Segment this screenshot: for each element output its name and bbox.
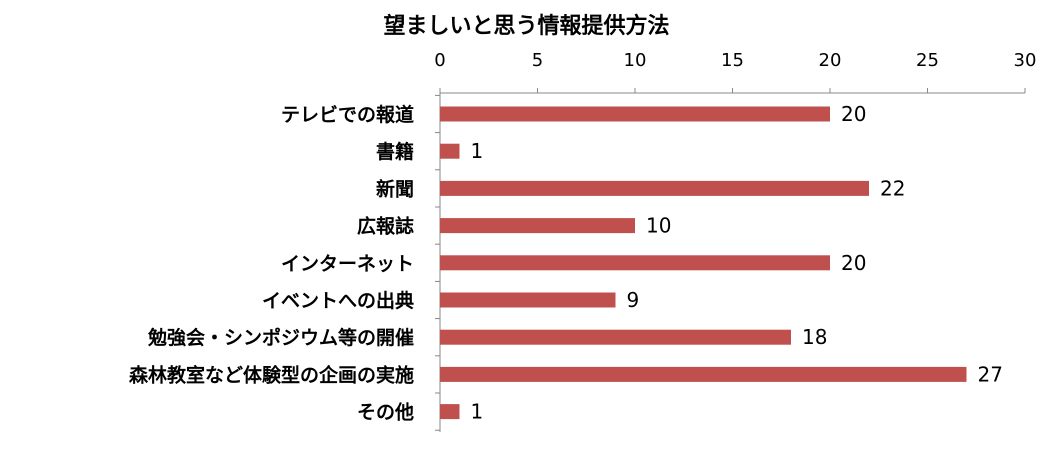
bar bbox=[440, 218, 635, 234]
category-label: 書籍 bbox=[376, 140, 414, 163]
category-label: イベントへの出典 bbox=[262, 289, 414, 312]
x-tick-label: 30 bbox=[1014, 50, 1037, 71]
bar bbox=[440, 255, 830, 271]
x-tick-label: 0 bbox=[434, 50, 445, 71]
data-label: 22 bbox=[880, 176, 905, 200]
x-tick-label: 15 bbox=[721, 50, 744, 71]
bar bbox=[440, 329, 791, 345]
category-label: テレビでの報道 bbox=[281, 103, 414, 126]
bar bbox=[440, 292, 616, 308]
data-label: 20 bbox=[841, 251, 866, 275]
category-label: 森林教室など体験型の企画の実施 bbox=[129, 363, 414, 386]
data-label: 1 bbox=[471, 139, 484, 163]
bar bbox=[440, 143, 460, 159]
category-label: 勉強会・シンポジウム等の開催 bbox=[147, 326, 414, 349]
bar bbox=[440, 404, 460, 420]
x-tick-label: 5 bbox=[532, 50, 543, 71]
data-label: 1 bbox=[471, 400, 484, 424]
x-tick-label: 20 bbox=[819, 50, 842, 71]
category-label: その他 bbox=[357, 401, 414, 424]
bar bbox=[440, 180, 869, 196]
x-tick-label: 10 bbox=[624, 50, 647, 71]
bar bbox=[440, 366, 967, 382]
category-label: インターネット bbox=[281, 253, 414, 275]
data-label: 20 bbox=[841, 102, 866, 126]
bar bbox=[440, 106, 830, 122]
data-label: 10 bbox=[646, 214, 671, 238]
data-label: 18 bbox=[802, 325, 827, 349]
chart-title: 望ましいと思う情報提供方法 bbox=[383, 14, 670, 39]
category-label: 広報誌 bbox=[357, 215, 414, 238]
data-label: 9 bbox=[627, 288, 640, 312]
data-label: 27 bbox=[978, 362, 1003, 386]
category-label: 新聞 bbox=[376, 177, 414, 200]
x-tick-label: 25 bbox=[916, 50, 939, 71]
